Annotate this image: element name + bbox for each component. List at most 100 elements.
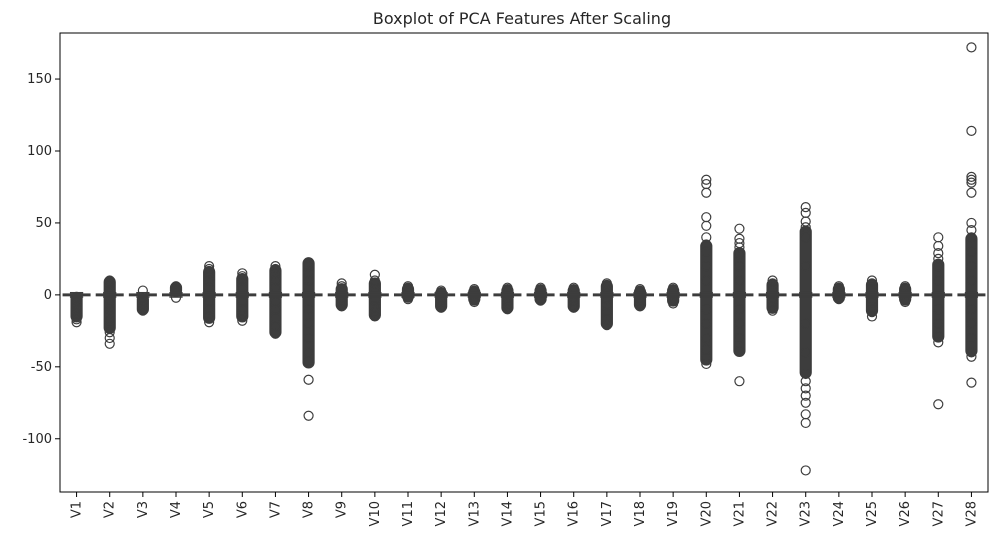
y-tick-label: 100 (27, 144, 52, 159)
x-tick-label-V13: V13 (467, 501, 482, 526)
box-V9 (327, 278, 356, 312)
x-tick-label-V7: V7 (268, 501, 283, 518)
box-V21 (725, 223, 754, 387)
outlier-point (933, 337, 944, 348)
outlier-point (966, 225, 977, 236)
box-V27 (924, 232, 953, 410)
outlier-point (104, 275, 115, 286)
outlier-point (933, 318, 944, 329)
outlier-point (601, 314, 612, 325)
outlier-point (237, 271, 248, 282)
outlier-point (767, 301, 778, 312)
outlier-point (966, 275, 977, 286)
outlier-point (734, 304, 745, 315)
outlier-point (104, 309, 115, 321)
outlier-point (966, 332, 977, 344)
x-tick-label-V17: V17 (600, 501, 615, 526)
x-tick-label-V6: V6 (235, 501, 250, 518)
outlier-point (701, 275, 712, 286)
outlier-point (237, 275, 248, 286)
outlier-point (866, 275, 878, 286)
outlier-point (966, 42, 977, 53)
outlier-point (137, 299, 148, 311)
outlier-point (270, 263, 281, 275)
box-V15 (526, 282, 555, 306)
box-V6 (228, 268, 257, 326)
outlier-point (601, 307, 612, 318)
box-V25 (857, 275, 887, 322)
outlier-point (800, 207, 811, 218)
outlier-point (104, 338, 115, 349)
outlier-point (303, 268, 314, 279)
outlier-point (634, 298, 646, 309)
axes: -100 -50 0 50 100 150 V1 V2 V3 V4 V5 V6 V7 V8 V9 V10 V11… (22, 32, 989, 526)
outlier-point (104, 327, 115, 338)
outlier-point (204, 260, 215, 272)
box-V19 (659, 282, 688, 309)
outlier-point (71, 299, 82, 311)
outlier-point (204, 304, 215, 315)
outlier-point (966, 232, 977, 243)
box-V18 (625, 284, 655, 312)
outlier-point (966, 177, 977, 188)
outlier-band (932, 258, 945, 343)
outlier-point (104, 315, 115, 326)
outlier-point (933, 260, 944, 272)
outlier-point (336, 278, 347, 289)
outlier-point (668, 298, 679, 309)
box-V10 (360, 269, 389, 322)
x-tick-label-V10: V10 (368, 501, 383, 526)
x-tick-label-V12: V12 (434, 501, 449, 526)
outlier-point (966, 318, 977, 329)
box-V12 (427, 285, 456, 313)
outlier-point (303, 410, 314, 421)
outlier-point (933, 275, 944, 286)
outlier-point (767, 278, 778, 289)
outlier-point (204, 263, 215, 275)
outlier-point (933, 248, 944, 259)
x-tick-label-V1: V1 (70, 501, 85, 518)
outlier-point (800, 397, 811, 408)
outlier-point (601, 278, 612, 289)
outlier-point (237, 315, 248, 326)
outlier-point (701, 260, 712, 272)
outlier-point (369, 301, 380, 312)
outlier-point (701, 174, 712, 185)
box-V23 (791, 202, 820, 476)
outlier-point (303, 275, 314, 286)
box-V14 (493, 282, 522, 315)
box-V3 (128, 285, 157, 316)
outlier-point (701, 239, 712, 250)
outlier-point (270, 268, 281, 279)
box-V7 (261, 260, 290, 339)
outlier-point (933, 399, 944, 410)
x-tick-label-V11: V11 (401, 501, 416, 526)
box-V1 (62, 291, 91, 328)
outlier-point (800, 232, 811, 243)
outlier-point (303, 318, 314, 329)
outlier-point (204, 317, 215, 328)
outlier-point (303, 332, 314, 344)
outlier-point (800, 368, 811, 380)
outlier-point (734, 249, 745, 260)
outlier-point (800, 318, 811, 329)
outlier-point (104, 298, 115, 309)
box-V17 (592, 278, 621, 331)
outlier-point (800, 222, 811, 233)
outlier-point (436, 299, 447, 311)
box-V26 (891, 281, 920, 308)
outlier-point (303, 374, 314, 385)
outlier-point (800, 383, 811, 394)
outlier-point (237, 268, 248, 279)
x-tick-label-V15: V15 (534, 501, 549, 526)
outlier-point (734, 260, 745, 272)
x-tick-label-V4: V4 (169, 501, 184, 518)
outlier-point (800, 216, 811, 227)
x-tick-label-V24: V24 (832, 501, 847, 526)
outlier-point (303, 347, 314, 358)
x-tick-label-V3: V3 (136, 501, 151, 518)
outlier-point (866, 278, 878, 289)
outlier-point (734, 223, 745, 234)
outlier-point (933, 253, 944, 265)
outlier-point (933, 331, 944, 342)
